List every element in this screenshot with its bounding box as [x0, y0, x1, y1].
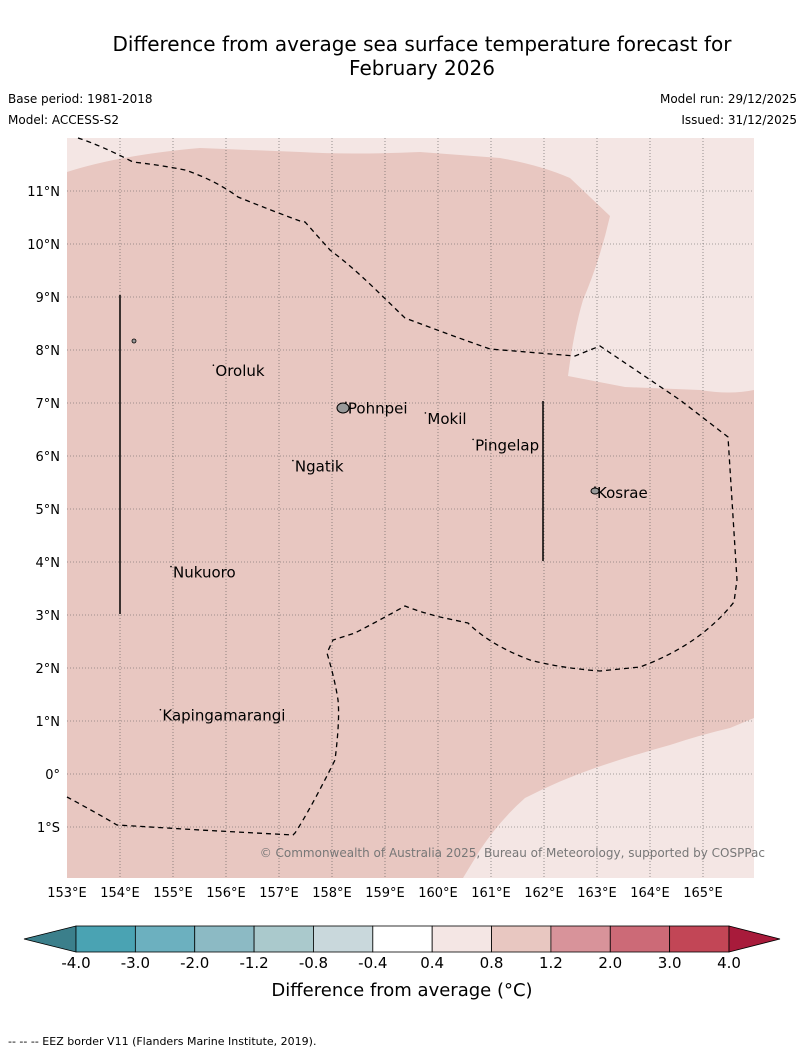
- latitude-tick-label: 11°N: [27, 185, 60, 200]
- longitude-axis: 153°E 154°E 155°E 156°E 157°E 158°E 159°E 160°E…: [47, 886, 723, 901]
- latitude-tick-label: 2°N: [36, 662, 61, 677]
- issued-date: Issued: 31/12/2025: [681, 113, 797, 127]
- map-area: Oroluk Pohnpei Mokil Pingelap Ngatik Kosrae Nu…: [66, 137, 765, 878]
- colorbar-ticks: -4.0 -3.0 -2.0 -1.2 -0.8 -0.4 0.4 0.8 1.2 2.0 3.0 4…: [61, 954, 741, 972]
- place-label: Oroluk: [215, 362, 264, 380]
- longitude-tick-label: 154°E: [100, 886, 140, 901]
- longitude-tick-label: 160°E: [418, 886, 458, 901]
- longitude-tick-label: 165°E: [683, 886, 723, 901]
- longitude-tick-label: 156°E: [206, 886, 246, 901]
- latitude-tick-label: 0°: [45, 768, 60, 783]
- longitude-tick-label: 158°E: [312, 886, 352, 901]
- place-marker: [159, 708, 162, 711]
- colorbar-tick-label: 0.4: [420, 954, 444, 972]
- title-line-2: February 2026: [349, 56, 495, 80]
- place-marker: [212, 364, 215, 367]
- colorbar-segment: [253, 925, 314, 953]
- place-marker: [472, 438, 474, 441]
- title-line-1: Difference from average sea surface temp…: [112, 32, 732, 56]
- colorbar-label: Difference from average (°C): [271, 980, 533, 1001]
- place-label: Kapingamarangi: [162, 707, 285, 725]
- place-marker: [292, 459, 294, 462]
- place-label: Mokil: [427, 410, 466, 428]
- place-marker: [345, 401, 347, 404]
- latitude-axis: 11°N 10°N 9°N 8°N 7°N 6°N 5°N 4°N 3°N 2°N 1°N 0° 1°S: [27, 185, 60, 836]
- place-label: Nukuoro: [173, 564, 236, 582]
- place-label: Pohnpei: [348, 399, 408, 417]
- model-run: Model run: 29/12/2025: [659, 92, 797, 106]
- latitude-tick-label: 7°N: [36, 397, 61, 412]
- latitude-tick-label: 1°N: [36, 715, 61, 730]
- latitude-tick-label: 10°N: [27, 238, 60, 253]
- islet: [131, 338, 137, 344]
- latitude-tick-label: 6°N: [36, 450, 61, 465]
- colorbar-segment: [372, 925, 433, 953]
- pohnpei-island: [336, 402, 350, 414]
- colorbar-tick-label: 4.0: [717, 954, 741, 972]
- place-label: Ngatik: [295, 458, 344, 476]
- colorbar-tick-label: -2.0: [180, 954, 209, 972]
- place-marker: [170, 565, 172, 568]
- colorbar-tick-label: -0.8: [299, 954, 328, 972]
- colorbar-tick-label: 0.8: [480, 954, 504, 972]
- colorbar-tick-label: -4.0: [61, 954, 90, 972]
- colorbar-segment: [194, 925, 255, 953]
- latitude-tick-label: 4°N: [36, 556, 61, 571]
- longitude-tick-label: 159°E: [365, 886, 405, 901]
- colorbar-tick-label: -3.0: [121, 954, 150, 972]
- colorbar-over-arrow: [728, 925, 781, 953]
- longitude-tick-label: 157°E: [259, 886, 299, 901]
- colorbar-under-arrow: [23, 925, 77, 953]
- eez-footnote: -- -- -- EEZ border V11 (Flanders Marine…: [8, 1035, 317, 1048]
- latitude-tick-label: 5°N: [36, 503, 61, 518]
- colorbar-segment: [550, 925, 611, 953]
- longitude-tick-label: 153°E: [47, 886, 87, 901]
- place-labels: Oroluk Pohnpei Mokil Pingelap Ngatik Kosrae Nu…: [159, 362, 648, 725]
- anomaly-region-light-south: [463, 718, 754, 878]
- copyright-notice: © Commonwealth of Australia 2025, Bureau…: [260, 846, 765, 860]
- longitude-tick-label: 164°E: [630, 886, 670, 901]
- latitude-tick-label: 9°N: [36, 291, 61, 306]
- model-name: Model: ACCESS-S2: [8, 113, 120, 127]
- colorbar-segment: [491, 925, 552, 953]
- colorbar-segment: [134, 925, 196, 953]
- colorbar-tick-label: 3.0: [658, 954, 682, 972]
- graticule: [67, 138, 754, 878]
- base-period: Base period: 1981-2018: [8, 92, 153, 106]
- longitude-tick-label: 161°E: [471, 886, 511, 901]
- place-marker: [594, 486, 596, 488]
- colorbar: [23, 925, 781, 953]
- eez-border: [66, 137, 738, 836]
- anomaly-region-light-north: [67, 138, 754, 393]
- latitude-tick-label: 3°N: [36, 609, 61, 624]
- colorbar-segment: [75, 925, 136, 953]
- place-label: Pingelap: [475, 436, 539, 454]
- longitude-tick-label: 163°E: [577, 886, 617, 901]
- colorbar-tick-label: -1.2: [239, 954, 268, 972]
- colorbar-segment: [609, 925, 671, 953]
- colorbar-segment: [313, 925, 374, 953]
- colorbar-segment: [431, 925, 492, 953]
- colorbar-tick-label: -0.4: [358, 954, 387, 972]
- kosrae-island: [590, 487, 600, 495]
- colorbar-segment: [669, 925, 730, 953]
- latitude-tick-label: 1°S: [37, 821, 60, 836]
- place-marker: [424, 412, 427, 414]
- place-label: Kosrae: [597, 484, 648, 502]
- colorbar-tick-label: 2.0: [598, 954, 622, 972]
- longitude-tick-label: 162°E: [524, 886, 564, 901]
- latitude-tick-label: 8°N: [36, 344, 61, 359]
- colorbar-tick-label: 1.2: [539, 954, 563, 972]
- longitude-tick-label: 155°E: [153, 886, 193, 901]
